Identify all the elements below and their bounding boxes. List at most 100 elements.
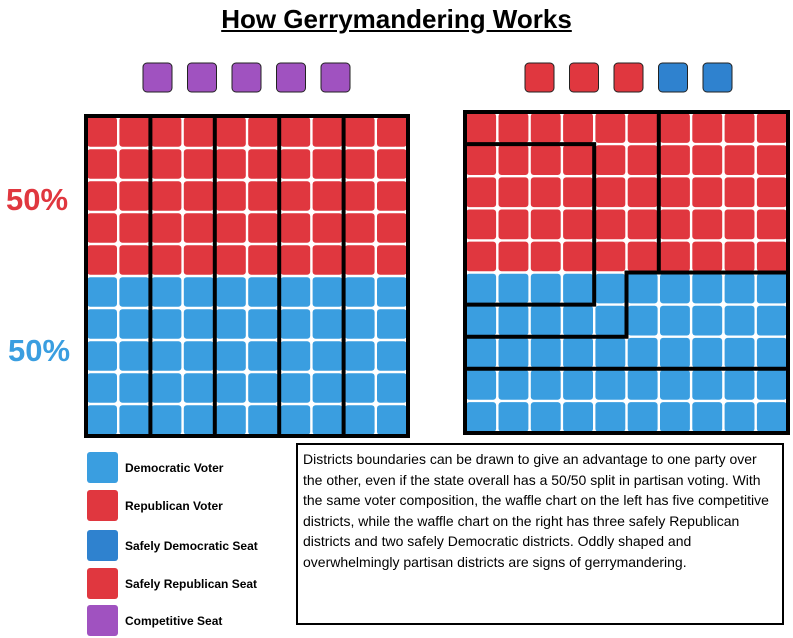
voter-cell — [627, 337, 658, 368]
voter-cell — [248, 405, 278, 435]
voter-cell — [344, 213, 375, 243]
seat-marker — [658, 62, 688, 93]
voter-cell — [756, 337, 787, 368]
voter-cell — [183, 309, 214, 339]
voter-cell — [87, 181, 117, 211]
voter-cell — [595, 273, 626, 304]
voter-cell — [87, 309, 117, 339]
legend-swatch — [87, 605, 118, 636]
district-outline — [463, 110, 790, 435]
legend-swatch — [87, 452, 118, 483]
voter-cell — [248, 373, 278, 403]
page-title: How Gerrymandering Works — [221, 4, 572, 34]
voter-cell — [280, 149, 311, 179]
voter-cell — [595, 145, 626, 175]
voter-cell — [530, 145, 561, 175]
voter-cell — [87, 149, 117, 179]
voter-cell — [627, 273, 658, 304]
voter-cell — [183, 277, 214, 307]
legend-label: Safely Republican Seat — [125, 577, 258, 591]
voter-cell — [627, 370, 658, 400]
voter-cell — [344, 181, 375, 211]
voter-cell — [119, 277, 150, 307]
seat-marker — [142, 62, 173, 93]
voter-cell — [312, 309, 343, 339]
voter-cell — [377, 309, 407, 339]
voter-cell — [595, 370, 626, 400]
voter-cell — [87, 117, 117, 147]
district-boundary — [465, 142, 597, 307]
voter-cell — [312, 277, 343, 307]
voter-cell — [660, 113, 690, 143]
voter-cell — [280, 405, 311, 435]
voter-cell — [724, 337, 755, 368]
voter-cell — [627, 305, 658, 336]
voter-cell — [248, 149, 278, 179]
voter-cell — [563, 177, 593, 208]
voter-cell — [563, 209, 593, 240]
voter-cell — [660, 305, 690, 336]
voter-cell — [563, 145, 593, 175]
voter-cell — [466, 209, 497, 240]
voter-cell — [248, 117, 278, 147]
seat-marker — [702, 62, 733, 93]
voter-cell — [660, 145, 690, 175]
voter-cell — [466, 113, 497, 143]
voter-cell — [216, 213, 246, 243]
voter-cell — [466, 273, 497, 304]
voter-cell — [530, 305, 561, 336]
voter-cell — [692, 337, 723, 368]
voter-cell — [248, 277, 278, 307]
voter-cell — [87, 277, 117, 307]
voter-cell — [498, 273, 529, 304]
voter-cell — [216, 277, 246, 307]
voter-cell — [216, 117, 246, 147]
voter-cell — [660, 273, 690, 304]
voter-cell — [660, 402, 690, 432]
voter-cell — [344, 373, 375, 403]
seat-marker — [187, 62, 217, 93]
voter-cell — [660, 177, 690, 208]
voter-cell — [724, 145, 755, 175]
voter-cell — [692, 241, 723, 272]
legend-swatch — [87, 568, 118, 599]
district-boundary — [465, 270, 659, 339]
voter-cell — [377, 405, 407, 435]
voter-cell — [756, 145, 787, 175]
voter-cell — [692, 209, 723, 240]
voter-cell — [216, 341, 246, 371]
voter-cell — [660, 241, 690, 272]
voter-cell — [280, 373, 311, 403]
voter-cell — [595, 241, 626, 272]
voter-cell — [530, 370, 561, 400]
voter-cell — [724, 402, 755, 432]
voter-cell — [595, 177, 626, 208]
voter-cell — [530, 402, 561, 432]
voter-cell — [692, 177, 723, 208]
voter-cell — [151, 149, 182, 179]
voter-cell — [344, 117, 375, 147]
voter-cell — [183, 405, 214, 435]
voter-cell — [151, 405, 182, 435]
voter-cell — [498, 177, 529, 208]
voter-cell — [498, 145, 529, 175]
voter-cell — [724, 177, 755, 208]
voter-cell — [756, 209, 787, 240]
voter-cell — [627, 145, 658, 175]
voter-cell — [466, 145, 497, 175]
voter-cell — [563, 370, 593, 400]
voter-cell — [563, 402, 593, 432]
voter-cell — [280, 341, 311, 371]
voter-cell — [216, 405, 246, 435]
voter-cell — [595, 402, 626, 432]
voter-cell — [660, 209, 690, 240]
seat-marker — [231, 62, 262, 93]
voter-cell — [692, 402, 723, 432]
voter-cell — [183, 245, 214, 275]
legend-label: Competitive Seat — [125, 614, 223, 628]
voter-cell — [530, 337, 561, 368]
voter-cell — [466, 177, 497, 208]
voter-cell — [151, 309, 182, 339]
voter-cell — [756, 273, 787, 304]
